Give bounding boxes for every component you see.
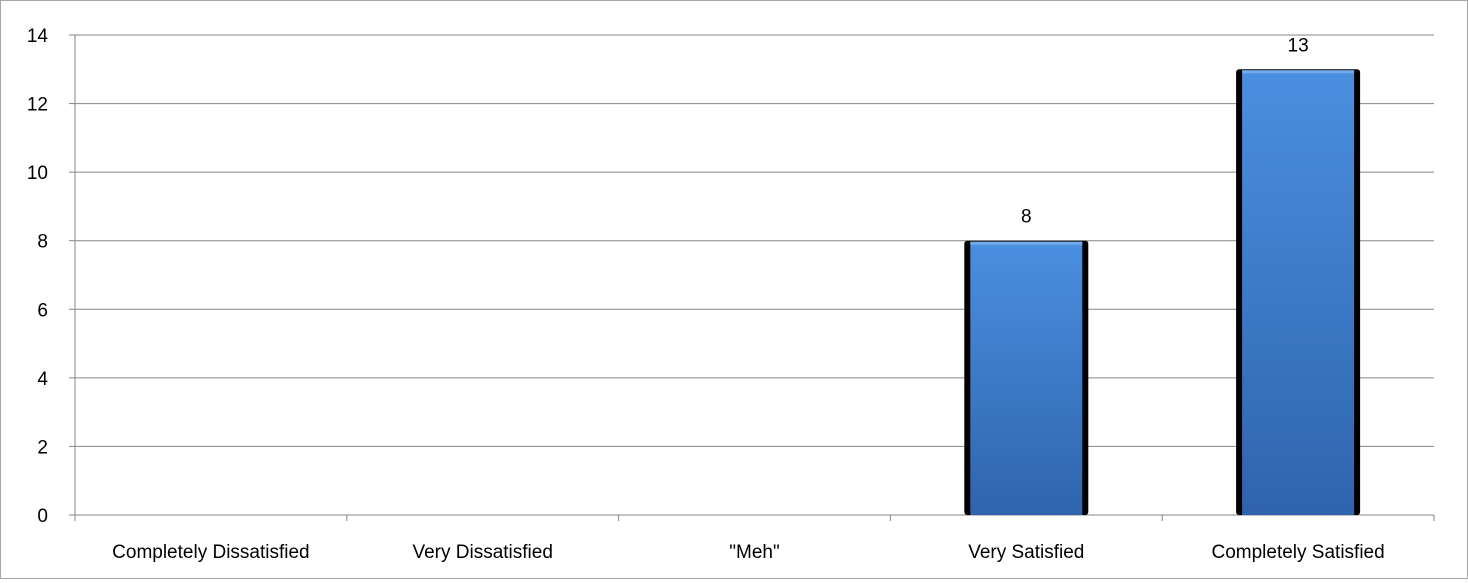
labels: 0 2 4 6 8 10 12 14 Completely Dissatisfied Very D… [27,26,1385,563]
y-tick-label: 12 [27,95,48,116]
bars [964,69,1361,516]
x-category-label: Completely Dissatisfied [112,542,309,563]
x-category-label: Very Dissatisfied [412,542,552,563]
bar-highlight [970,241,1083,245]
x-category-label: Completely Satisfied [1211,542,1384,563]
y-tick-label: 0 [37,506,48,527]
axes [69,34,1435,521]
y-tick-label: 8 [37,232,48,253]
y-tick-label: 14 [27,26,49,47]
y-tick-label: 4 [37,369,48,390]
x-category-label: "Meh" [729,542,779,563]
y-tick-label: 6 [37,300,48,321]
y-tick-label: 2 [37,437,48,458]
x-category-label: Very Satisfied [968,542,1084,563]
bar [1242,70,1355,516]
bar-highlight [1242,70,1355,74]
data-label: 13 [1288,35,1309,56]
data-label: 8 [1021,207,1032,228]
gridlines [75,34,1434,516]
y-tick-label: 10 [27,163,48,184]
bar [970,241,1083,515]
